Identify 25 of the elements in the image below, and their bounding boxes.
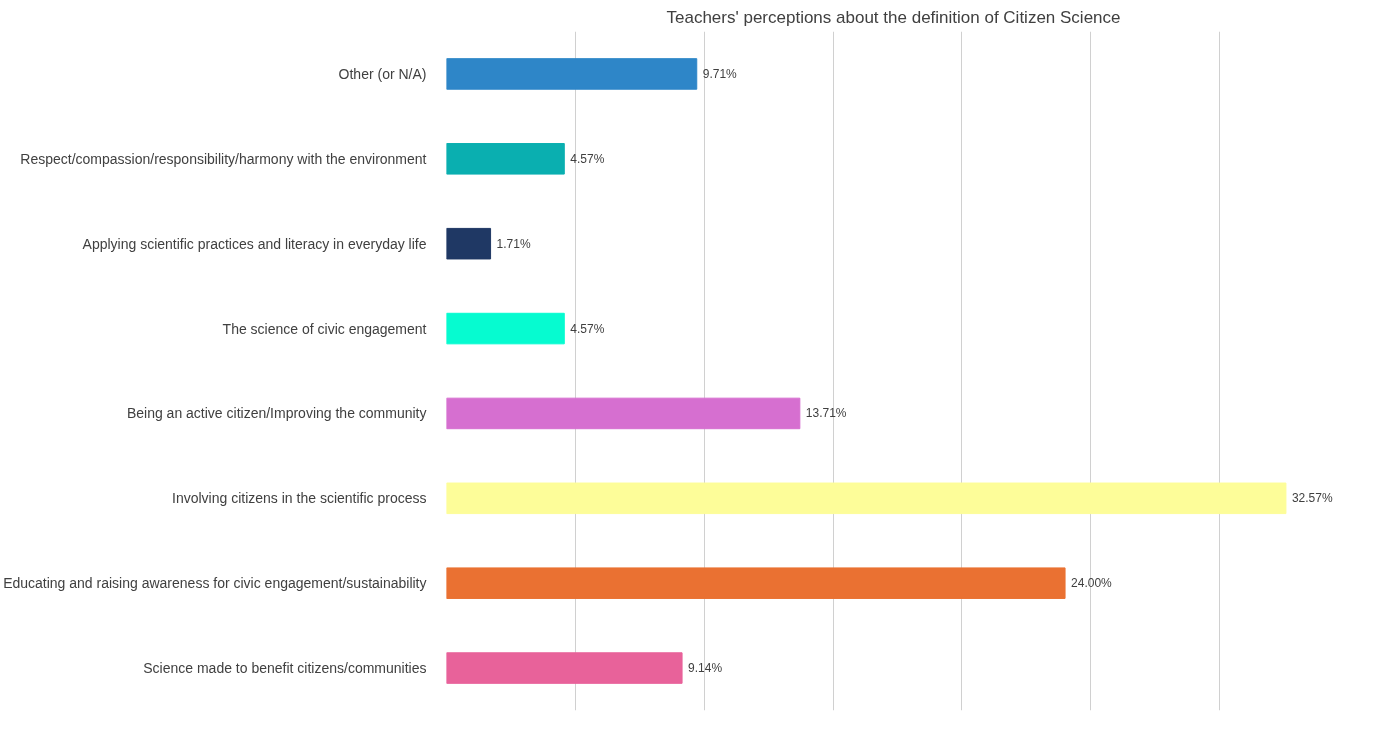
- bar: [446, 58, 698, 90]
- bar: [446, 227, 492, 260]
- data-label: 24.00%: [1071, 576, 1113, 591]
- y-tick-label: The science of civic engagement: [222, 320, 427, 337]
- y-tick-label: Respect/compassion/responsibility/harmony with the environment: [20, 150, 427, 167]
- data-label: 9.14%: [688, 661, 723, 676]
- bar: [446, 143, 565, 175]
- y-tick-label: Educating and raising awareness for civic engagement/sustainability: [3, 575, 427, 592]
- data-label: 4.57%: [570, 321, 605, 336]
- data-label: 4.57%: [570, 151, 605, 166]
- data-label: 13.71%: [805, 406, 847, 421]
- y-tick-label: Involving citizens in the scientific process: [172, 490, 427, 507]
- bar: [446, 482, 1287, 515]
- y-tick-label: Other (or N/A): [338, 65, 427, 82]
- chart-title: Teachers' perceptions about the definition of Citizen Science: [666, 7, 1121, 27]
- y-tick-label: Applying scientific practices and literacy in everyday life: [82, 235, 427, 252]
- bar: [446, 312, 565, 345]
- bar: [446, 567, 1066, 599]
- data-label: 1.71%: [496, 236, 531, 251]
- data-label: 9.71%: [702, 66, 738, 81]
- y-tick-label: Being an active citizen/Improving the community: [126, 405, 427, 422]
- y-tick-label: Science made to benefit citizens/communities: [143, 660, 427, 677]
- bar: [446, 397, 801, 430]
- bar: [446, 652, 683, 684]
- data-label: 32.57%: [1291, 491, 1333, 506]
